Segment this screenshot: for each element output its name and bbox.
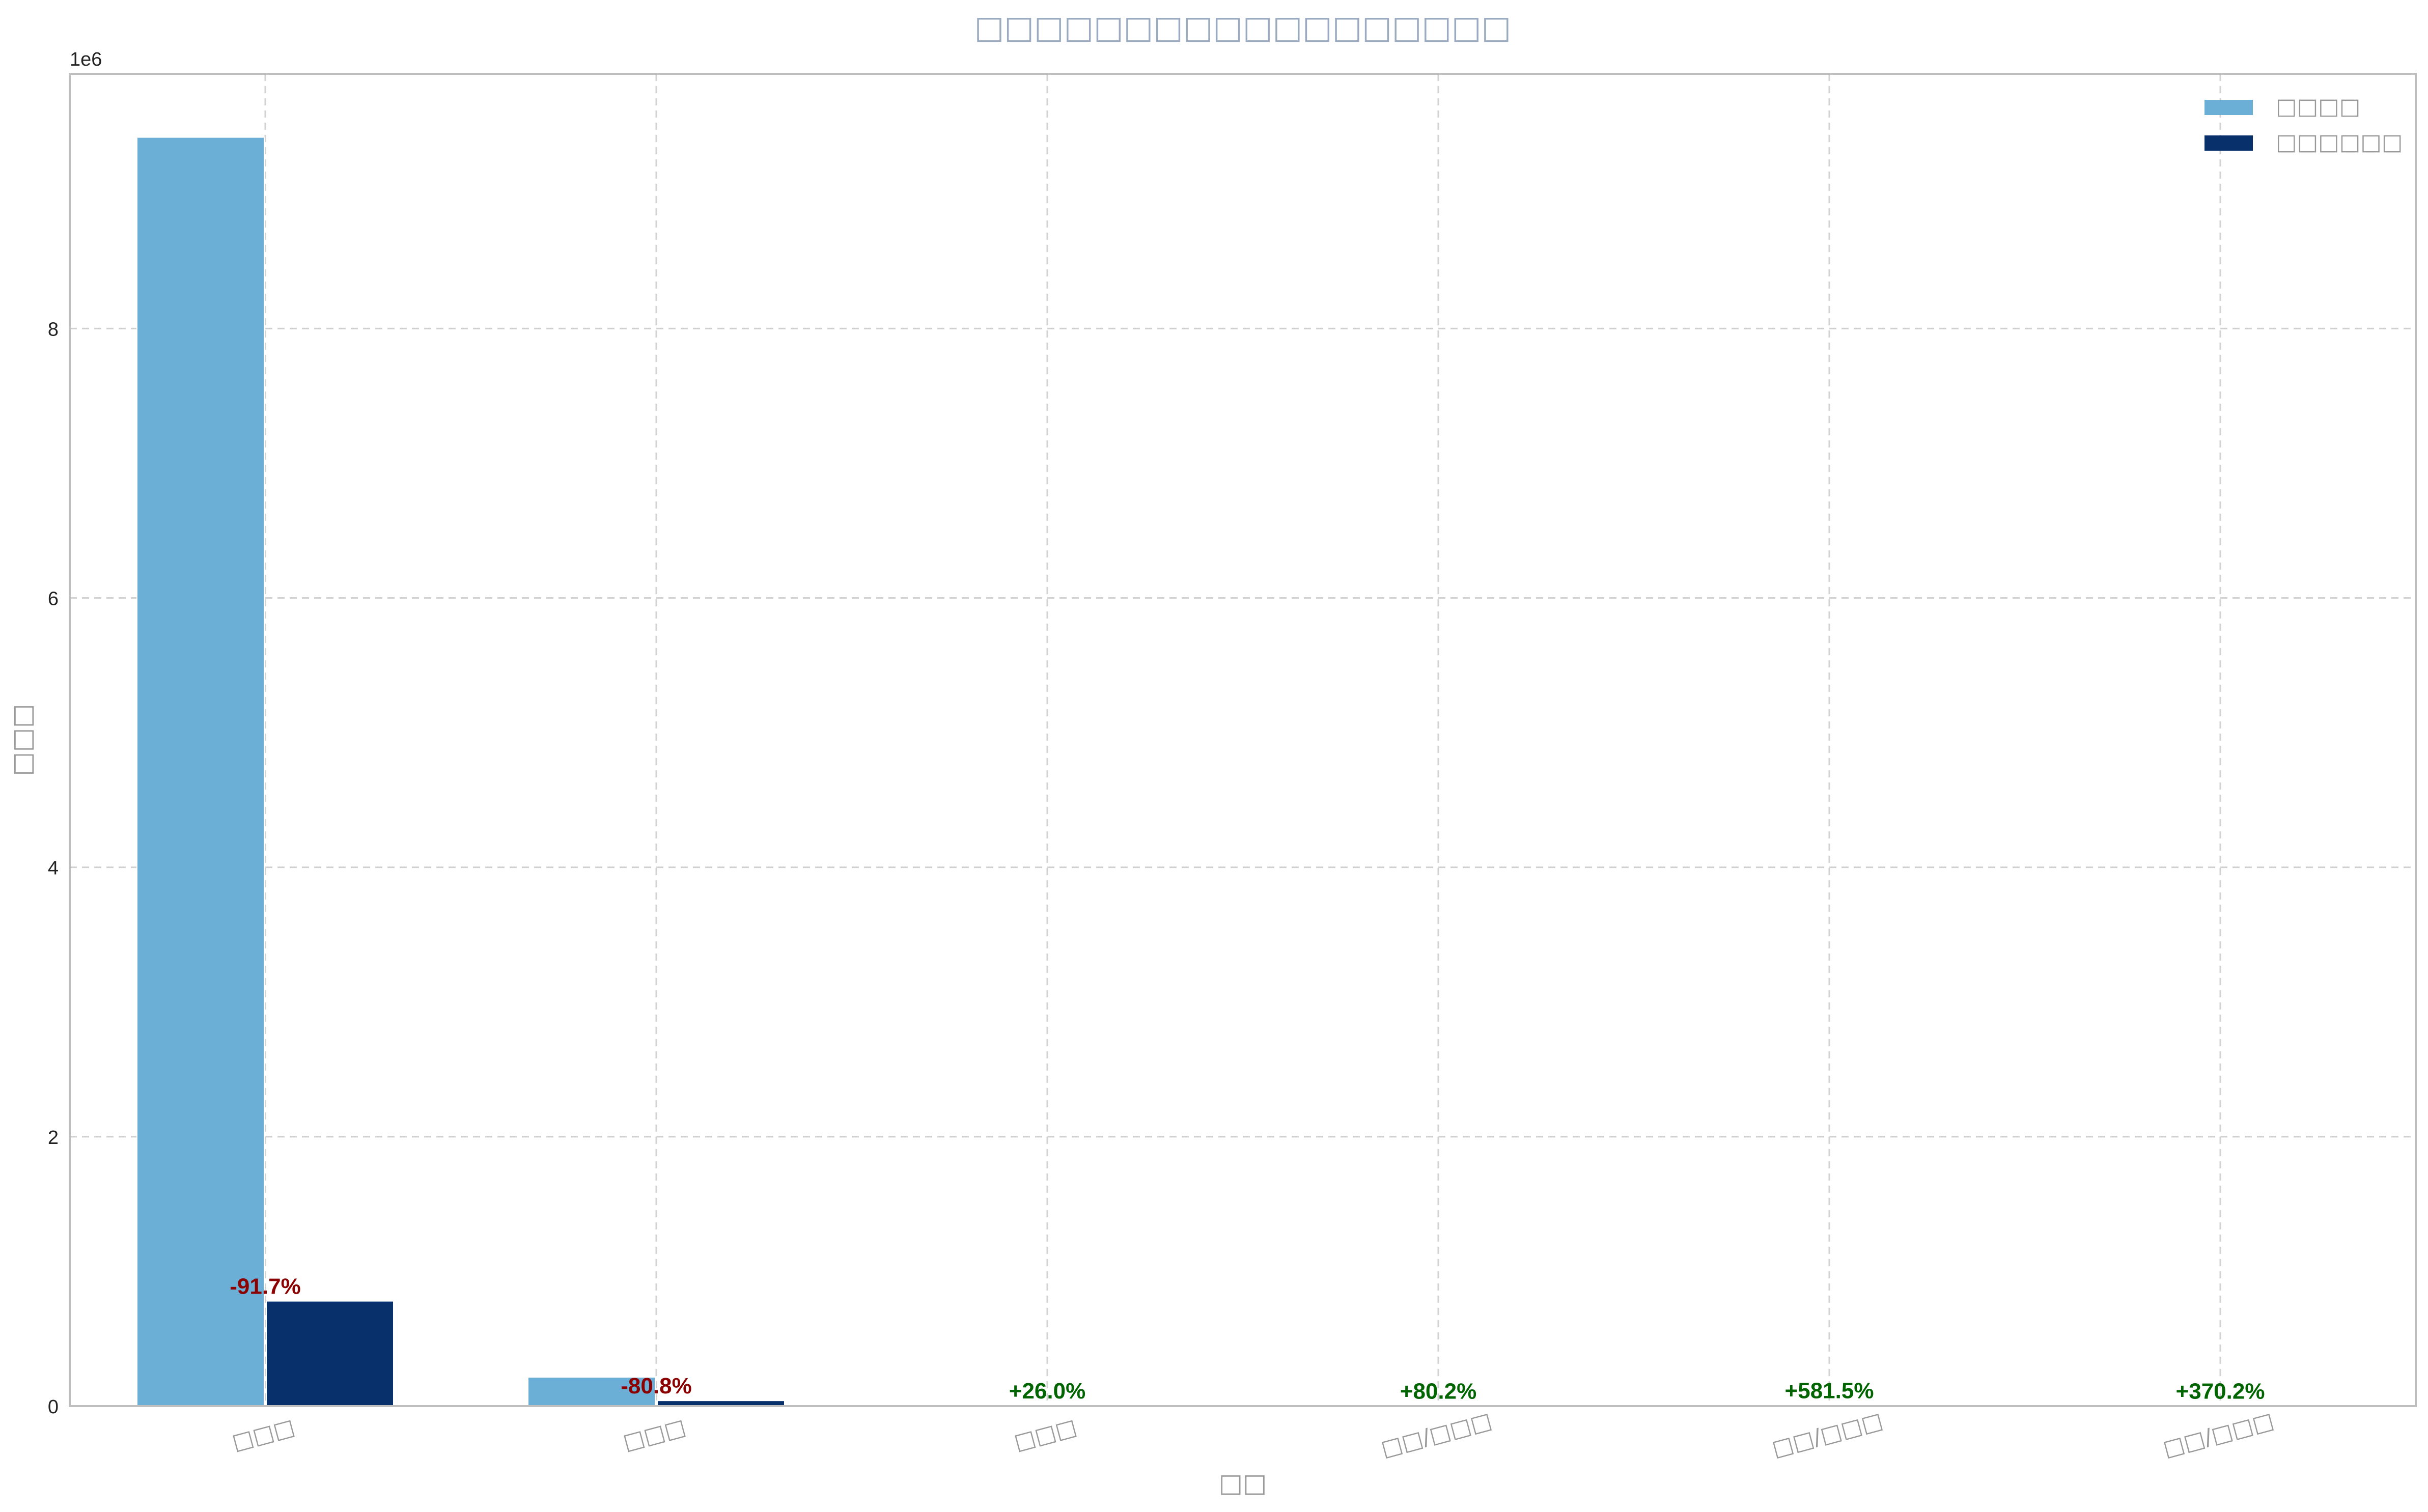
change-label: +26.0% [1009,1379,1085,1404]
plot-frame [69,73,2417,1407]
x-tick-label: □□/□□□ [2160,1408,2276,1462]
y-tick-label: 6 [48,588,59,609]
bar-series-1 [527,1377,656,1407]
y-axis-label: □□□ [7,704,37,776]
x-tick-label: □□□ [620,1414,688,1455]
y-tick-label: 4 [48,858,59,879]
y-tick-label: 8 [48,319,59,340]
x-axis-label: □□ [1219,1468,1267,1498]
chart-title: □□□□□□□□□□□□□□□□□□ [974,9,1511,46]
y-tick-label: 2 [48,1127,59,1149]
y-tick-label: 0 [48,1396,59,1418]
bar-series-2 [266,1300,394,1407]
x-tick-label: □□/□□□ [1769,1408,1885,1462]
legend-label: □□□□ [2276,94,2360,120]
y-offset-text: 1e6 [70,49,102,70]
change-label: +581.5% [1785,1379,1874,1404]
change-label: -80.8% [621,1374,691,1398]
x-tick-label: □□/□□□ [1378,1408,1494,1462]
change-label: -91.7% [230,1274,300,1299]
legend-swatch [2204,135,2253,151]
x-tick-label: □□□ [1011,1414,1079,1455]
legend-swatch [2204,100,2253,115]
legend-label: □□□□□□ [2276,129,2403,155]
x-tick-label: □□□ [229,1414,297,1455]
bar-series-1 [136,136,265,1407]
change-label: +80.2% [1400,1379,1476,1404]
plot-area [70,74,2416,1406]
change-label: +370.2% [2176,1379,2265,1404]
